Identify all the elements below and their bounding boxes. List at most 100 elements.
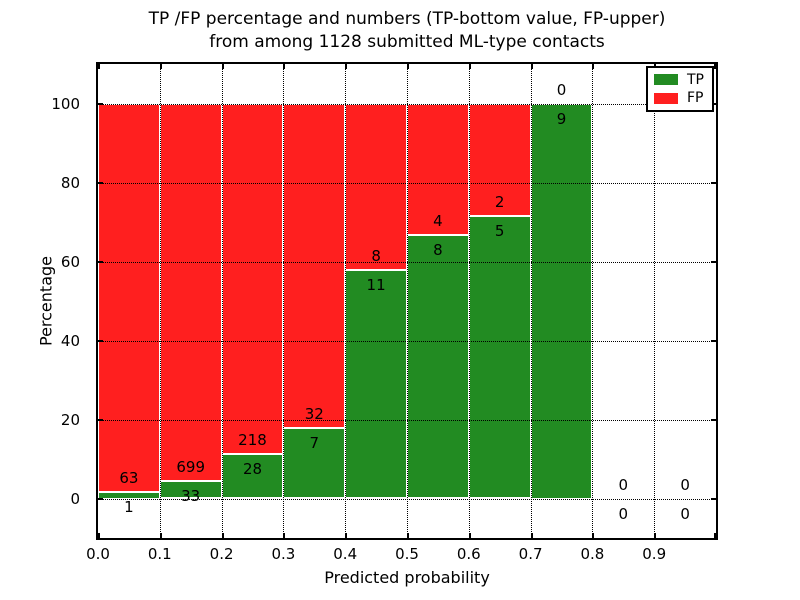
x-tick-mark <box>407 533 409 538</box>
y-tick-label: 100 <box>51 94 80 113</box>
x-tick-label: 0.4 <box>333 545 358 563</box>
fp-count-label: 218 <box>238 430 267 449</box>
y-tick-mark <box>98 181 103 184</box>
x-tick-label: 0.9 <box>642 545 667 563</box>
tp-count-label: 5 <box>494 222 505 241</box>
x-tick-label: 0.2 <box>209 545 234 563</box>
bar-tp-segment <box>345 269 407 499</box>
chart-title: TP /FP percentage and numbers (TP-bottom… <box>96 8 718 54</box>
chart-title-line1: TP /FP percentage and numbers (TP-bottom… <box>148 9 666 29</box>
fp-count-label: 63 <box>119 469 139 488</box>
bar-fp-segment <box>221 103 284 454</box>
y-tick-mark <box>98 497 103 500</box>
v-gridline <box>592 64 594 538</box>
bar-fp-segment <box>345 103 407 270</box>
fp-count-label: 699 <box>176 457 206 476</box>
y-tick-mark <box>98 339 103 342</box>
tp-count-label: 11 <box>366 275 386 294</box>
x-tick-labels: 0.0 0.1 0.2 0.3 0.4 0.5 0.6 0.7 0.8 0.9 <box>86 545 718 565</box>
x-axis-label: Predicted probability <box>324 568 490 587</box>
legend-swatch-tp-icon <box>654 74 678 86</box>
x-tick-mark <box>530 533 533 538</box>
v-gridline <box>407 64 408 538</box>
bar-fp-segment <box>283 103 346 428</box>
x-tick-mark <box>654 533 657 538</box>
tp-count-label: 8 <box>433 241 443 260</box>
y-tick-mark <box>711 181 716 184</box>
x-tick-mark <box>468 64 471 69</box>
bar-tp-segment <box>283 427 346 499</box>
y-tick-mark <box>711 339 716 342</box>
y-tick-mark <box>98 102 103 105</box>
x-tick-mark <box>592 64 595 69</box>
chart-title-line2: from among 1128 submitted ML-type contac… <box>209 32 605 52</box>
x-tick-mark <box>714 533 716 538</box>
x-tick-mark <box>159 64 162 69</box>
fp-count-label: 4 <box>433 212 443 231</box>
v-gridline <box>468 64 470 538</box>
fp-count-label: 0 <box>618 475 629 494</box>
tp-count-label: 0 <box>680 504 690 523</box>
bar-tp-segment <box>407 235 469 499</box>
legend-swatch-fp-icon <box>654 92 678 104</box>
tp-count-label: 9 <box>556 109 567 128</box>
y-tick-mark <box>711 497 716 500</box>
fp-count-label: 2 <box>494 193 505 212</box>
v-gridline <box>654 64 656 538</box>
x-tick-mark <box>221 64 224 69</box>
x-tick-mark <box>98 533 100 538</box>
y-tick-mark <box>98 260 103 263</box>
y-tick-mark <box>98 418 103 421</box>
fp-count-label: 0 <box>680 475 690 494</box>
x-tick-label: 0.3 <box>271 545 296 563</box>
y-tick-label: 80 <box>60 173 80 192</box>
x-tick-mark <box>714 64 716 69</box>
bar-tp-segment <box>530 103 593 499</box>
y-tick-label: 40 <box>60 331 80 350</box>
x-tick-label: 0.0 <box>86 545 110 563</box>
legend-label-tp: TP <box>687 71 704 88</box>
v-gridline <box>345 64 347 538</box>
tp-count-label: 28 <box>242 459 263 478</box>
v-gridline <box>221 64 223 538</box>
legend-item-fp: FP <box>654 90 706 106</box>
fp-count-label: 0 <box>556 80 567 99</box>
fp-count-label: 32 <box>304 404 324 423</box>
x-tick-label: 0.5 <box>395 545 419 563</box>
legend: TP FP <box>646 66 714 112</box>
x-tick-mark <box>221 533 224 538</box>
plot-area: 63 1 699 33 218 28 32 7 8 11 4 8 2 5 0 9 0 0 0 0 <box>96 62 718 540</box>
x-tick-mark <box>530 64 533 69</box>
v-gridline <box>283 64 285 538</box>
y-tick-labels: 0 20 40 60 80 100 <box>0 62 88 540</box>
y-tick-mark <box>711 260 716 263</box>
bar-fp-segment <box>159 103 222 481</box>
x-tick-label: 0.7 <box>518 545 543 563</box>
v-gridline <box>530 64 532 538</box>
x-tick-mark <box>468 533 471 538</box>
x-tick-mark <box>159 533 162 538</box>
y-tick-label: 20 <box>60 410 80 429</box>
x-tick-label: 0.8 <box>580 545 605 563</box>
tp-count-label: 33 <box>181 486 201 505</box>
y-tick-mark <box>711 418 716 421</box>
bar-tp-segment <box>468 216 531 499</box>
y-tick-label: 0 <box>70 489 80 508</box>
v-gridline <box>159 64 161 538</box>
x-tick-mark <box>592 533 595 538</box>
bar-tp-segment <box>98 492 160 499</box>
x-tick-mark <box>98 64 100 69</box>
x-tick-mark <box>283 64 286 69</box>
legend-label-fp: FP <box>687 90 704 107</box>
x-tick-mark <box>283 533 286 538</box>
bar-fp-segment <box>98 103 160 493</box>
legend-item-tp: TP <box>654 72 706 88</box>
tp-count-label: 0 <box>618 504 629 523</box>
bar-tp-segment <box>221 453 284 499</box>
x-tick-mark <box>345 64 348 69</box>
fp-count-label: 8 <box>371 246 381 265</box>
tp-count-label: 1 <box>124 498 134 517</box>
x-tick-label: 0.6 <box>456 545 481 563</box>
x-tick-mark <box>345 533 348 538</box>
